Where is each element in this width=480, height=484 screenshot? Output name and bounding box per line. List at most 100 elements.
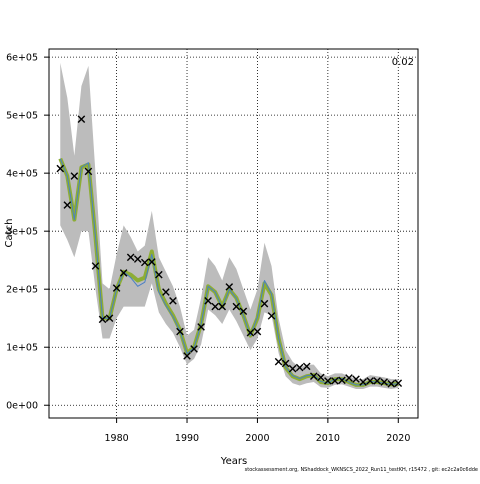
estimate-lines [58,157,399,387]
observed-point-stroke [155,270,163,279]
y-tick-label: 5e+05 [6,111,38,122]
observed-point [155,270,163,279]
observed-point-stroke [225,283,234,291]
observed-point [169,297,177,305]
observed-point [380,378,388,386]
observed-point [239,307,248,316]
observed-point-stroke [133,255,142,263]
observed-point-stroke [274,357,283,366]
observed-point [366,377,374,385]
observed-point [225,283,234,291]
observed-point-stroke [162,288,170,296]
observed-point [140,258,149,267]
observed-point [295,363,304,372]
observed-point [324,377,332,385]
observed-point-stroke [183,352,191,360]
x-tick-label: 2010 [316,433,340,444]
axes: 1980 1990 2000 2010 2020 0e+00 1e+05 2e+05 3e+05… [6,48,419,444]
observed-point [91,262,100,270]
observed-point-stroke [253,327,262,336]
observed-point-stroke [331,377,339,385]
observed-point-stroke [77,115,86,123]
observed-point [288,364,297,373]
observed-point-stroke [380,378,388,386]
observed-point [112,284,121,292]
observed-point-stroke [324,377,332,385]
observed-point [176,327,184,336]
observed-point-stroke [373,377,381,385]
observed-point-stroke [197,323,205,331]
observed-point-stroke [91,262,100,270]
observed-point [260,299,269,308]
observed-point [56,164,65,173]
observed-point [281,359,290,368]
observed-point [162,288,170,296]
y-tick-label: 4e+05 [6,169,38,180]
grid [49,49,418,418]
observed-point [190,345,198,353]
observed-point [387,379,396,388]
observed-point-stroke [84,167,93,176]
observed-point-stroke [352,375,360,383]
observed-point [331,377,339,385]
observed-point [133,255,142,263]
observed-point [267,312,276,320]
y-tick-label: 1e+05 [6,343,38,354]
observed-point-stroke [302,362,311,371]
observed-point-stroke [359,378,367,386]
observed-point-stroke [387,379,396,388]
observed-point [359,378,367,386]
x-tick-label: 1990 [175,433,199,444]
observed-point [394,379,403,387]
observed-point [126,253,135,262]
observed-point-stroke [267,312,276,320]
observed-point-stroke [126,253,135,262]
footer-note: stockassessment.org, NShaddock_WKNSCS_20… [244,467,478,473]
y-tick-label: 3e+05 [6,227,38,238]
x-tick-label: 2000 [245,433,269,444]
observed-point-stroke [140,258,149,267]
observed-point [77,115,86,123]
observed-point-stroke [246,328,255,337]
observed-point [302,362,311,371]
observed-point [119,269,128,277]
plot-frame [48,48,419,419]
observed-point [232,302,241,311]
confidence-band-area [60,62,399,389]
observed-point [246,328,255,337]
observed-point [345,374,353,382]
observed-point-stroke [98,315,107,324]
observed-point [253,327,262,336]
observed-point [204,297,212,305]
observed-point-stroke [366,377,374,385]
observed-point [63,201,72,209]
observed-point-stroke [70,172,79,180]
observed-point-stroke [119,269,128,277]
observed-point [70,172,79,180]
observed-point-stroke [56,164,65,173]
observed-point-stroke [211,302,219,311]
observed-point-stroke [239,307,248,316]
observed-point-stroke [190,345,198,353]
observed-point [338,376,346,385]
y-tick-label: 2e+05 [6,285,38,296]
observed-point [352,375,360,383]
y-axis-title: Catch [4,219,15,248]
observed-point [98,315,107,324]
observed-point [373,377,381,385]
observed-point [183,352,191,360]
observed-point-stroke [204,297,212,305]
confidence-band [60,62,399,389]
y-tick-label: 0e+00 [6,401,38,412]
observed-point-stroke [232,302,241,311]
observed-point [211,302,219,311]
observed-point-stroke [345,374,353,382]
x-tick-label: 1980 [105,433,129,444]
observed-point-stroke [176,327,184,336]
observed-points [56,115,403,388]
observed-point-stroke [105,314,114,323]
observed-point [105,314,114,323]
observed-point-stroke [295,363,304,372]
observed-point-stroke [281,359,290,368]
